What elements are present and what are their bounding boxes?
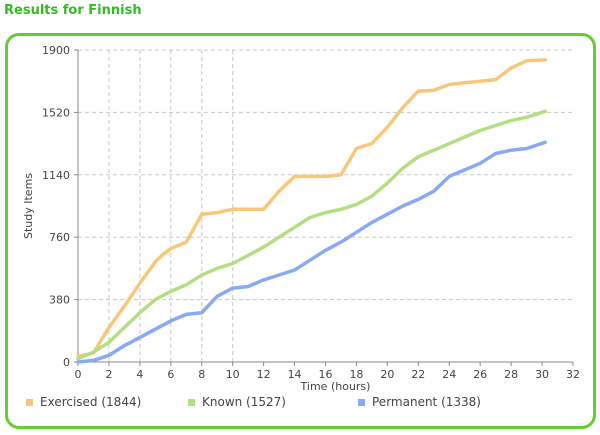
legend-swatch — [26, 399, 33, 406]
x-tick-label: 12 — [257, 368, 271, 381]
series-lines — [76, 58, 547, 364]
x-tick-label: 28 — [504, 368, 518, 381]
y-tick-label: 1140 — [42, 169, 70, 182]
x-tick-label: 14 — [288, 368, 302, 381]
y-tick-label: 380 — [49, 294, 70, 307]
x-axis-title: Time (hours) — [300, 380, 371, 393]
legend-item-permanent: Permanent (1338) — [358, 395, 481, 409]
y-tick-label: 0 — [63, 356, 70, 369]
x-tick-label: 30 — [535, 368, 549, 381]
legend-swatch — [358, 399, 365, 406]
chart-panel: 0 380 760 1140 1520 1900 0 2 4 6 8 10 12 14 16 18 20 22 24… — [5, 33, 596, 429]
legend-swatch — [188, 399, 195, 406]
x-tick-label: 24 — [442, 368, 456, 381]
x-tick-label: 10 — [226, 368, 240, 381]
legend-item-known: Known (1527) — [188, 395, 286, 409]
legend-item-exercised: Exercised (1844) — [26, 395, 141, 409]
legend: Exercised (1844) Known (1527) Permanent (1… — [26, 395, 481, 409]
known-line — [76, 109, 547, 361]
x-tick-label: 0 — [75, 368, 82, 381]
legend-label: Exercised (1844) — [40, 395, 141, 409]
y-axis-title: Study Items — [22, 173, 35, 239]
x-tick-label: 6 — [167, 368, 174, 381]
x-tick-label: 2 — [105, 368, 112, 381]
legend-label: Permanent (1338) — [372, 395, 481, 409]
legend-label: Known (1527) — [202, 395, 286, 409]
x-tick-label: 20 — [380, 368, 394, 381]
permanent-line — [76, 140, 547, 364]
exercised-line — [76, 58, 547, 359]
x-tick-label: 26 — [473, 368, 487, 381]
grid — [78, 49, 573, 362]
x-tick-label: 8 — [198, 368, 205, 381]
x-tick-label: 4 — [136, 368, 143, 381]
y-tick-label: 760 — [49, 231, 70, 244]
x-tick-label: 18 — [349, 368, 363, 381]
x-tick-label: 16 — [319, 368, 333, 381]
y-tick-label: 1900 — [42, 44, 70, 57]
x-tick-label: 32 — [566, 368, 580, 381]
page-title: Results for Finnish — [4, 3, 142, 18]
y-tick-label: 1520 — [42, 106, 70, 119]
x-tick-label: 22 — [411, 368, 425, 381]
